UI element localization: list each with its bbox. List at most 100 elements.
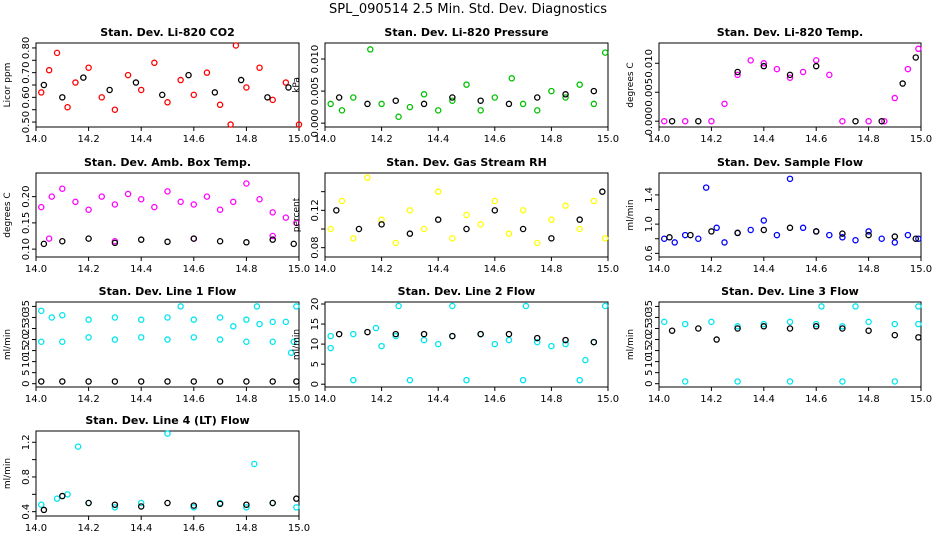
plot-frame [324,172,609,258]
data-point [269,232,276,240]
data-point [695,117,702,125]
data-point [477,330,484,338]
y-tick-label: 0.000 [310,109,321,138]
data-point [865,228,872,235]
data-point [463,81,470,88]
data-point [891,233,899,240]
y-tick-label: 0 [21,381,32,387]
data-point [449,94,456,101]
x-tick-label: 15.0 [288,523,310,534]
data-point [519,100,527,108]
data-point [449,302,456,310]
data-point [350,94,357,101]
data-point [463,376,470,384]
data-point [111,314,119,321]
data-point [72,79,79,86]
data-point [721,100,728,108]
panel-title: Stan. Dev. Li-820 Pressure [384,26,548,39]
data-point [137,236,145,243]
data-point [216,500,224,508]
data-point [243,239,250,246]
data-point [378,100,385,108]
y-tick-label: 1.2 [21,434,32,450]
y-tick-label: 0.12 [310,199,321,221]
data-point [237,76,245,84]
plot-frame [658,42,922,128]
data-point [534,239,541,247]
page-title: SPL_090514 2.5 Min. Std. Dev. Diagnostic… [329,2,607,17]
data-point [548,342,555,350]
data-point [285,84,292,91]
x-tick-label: 14.6 [183,264,205,275]
data-point [708,228,715,235]
data-point [364,100,371,108]
data-point [786,378,794,385]
data-point [216,378,224,385]
x-tick-label: 14.0 [25,523,47,534]
data-point [477,107,484,114]
data-point [695,325,702,332]
x-tick-label: 14.4 [130,394,152,405]
data-point [420,225,428,233]
x-tick-label: 14.2 [700,134,722,145]
y-tick-label: 15 [644,344,655,357]
x-tick-label: 15.0 [597,394,619,405]
data-point [839,378,846,385]
y-tick-label: 1.4 [644,187,655,203]
data-point [269,378,276,385]
plot-frame [324,301,609,388]
data-point [799,224,807,232]
data-point [734,378,741,385]
data-point [216,237,224,245]
data-point [243,316,250,323]
data-point [164,238,171,246]
x-tick-label: 14.6 [805,134,827,145]
data-point [64,491,71,498]
data-point [190,502,198,509]
data-point [865,117,872,125]
data-point [177,303,184,310]
data-point [269,96,276,104]
data-point [702,184,710,191]
data-point [852,117,859,125]
data-point [505,330,513,338]
data-point [812,320,820,328]
data-point [562,336,569,344]
data-point [164,378,171,385]
data-point [177,76,184,84]
data-point [253,303,261,310]
data-point [327,332,334,340]
x-tick-label: 14.4 [427,134,449,145]
x-tick-label: 15.0 [910,134,932,145]
y-tick-label: 10 [644,355,655,368]
data-point [773,231,781,239]
data-point [59,378,66,385]
data-point [899,80,906,87]
data-point [590,100,598,108]
data-point [668,327,676,334]
data-point [111,106,119,113]
data-point [668,117,676,125]
data-point [350,330,357,338]
data-point [601,49,609,56]
data-point [350,235,357,242]
data-point [713,224,720,232]
data-point [449,332,456,340]
plot-frame [324,42,609,128]
data-point [392,97,399,104]
data-point [395,113,402,120]
data-point [812,323,820,330]
data-point [269,338,276,345]
data-point [293,219,300,227]
data-point [338,197,346,205]
data-point [505,100,513,108]
data-point [534,107,541,114]
data-point [548,87,555,95]
y-axis-label: ml/min [3,458,13,489]
x-tick-label: 14.2 [77,394,99,405]
data-point [666,234,673,241]
data-point [282,214,290,221]
x-tick-label: 14.6 [484,394,506,405]
data-point [203,193,211,200]
y-tick-label: 35 [21,300,32,313]
